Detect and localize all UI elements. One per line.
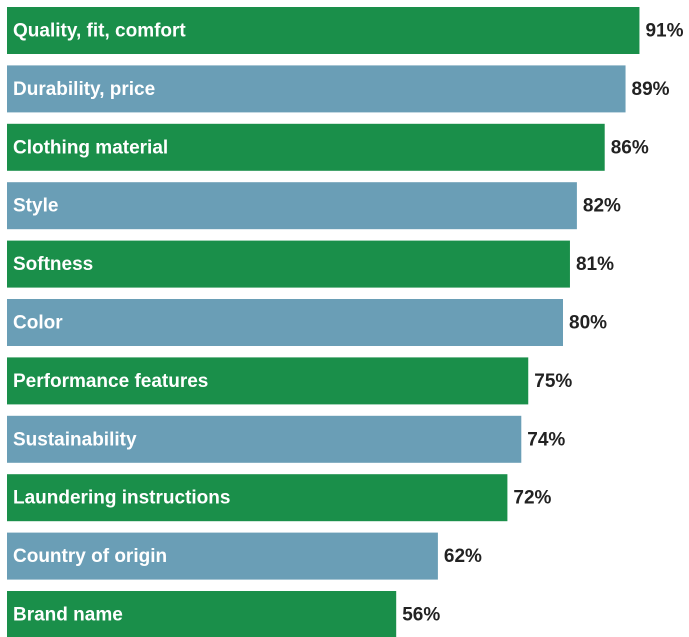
value-label: 56% [402,605,440,626]
bar-label: Style [13,196,58,217]
bar-label: Sustainability [13,429,137,450]
bar [7,591,397,637]
bar-label: Performance features [13,371,208,392]
value-label: 75% [534,371,572,392]
bar [7,7,640,54]
bar [7,357,529,405]
bar [7,299,563,346]
bar [7,532,438,580]
value-label: 91% [645,21,683,42]
bar [7,240,570,288]
bar-label: Quality, fit, comfort [13,21,186,42]
value-label: 74% [527,429,565,450]
value-label: 82% [583,196,621,217]
value-label: 62% [444,546,482,567]
bar-label: Softness [13,254,93,275]
bar-label: Clothing material [13,137,168,158]
bar-label: Color [13,313,63,334]
value-label: 81% [576,254,614,275]
bar [7,123,605,171]
bar-label: Country of origin [13,546,167,567]
bar-label: Brand name [13,605,123,626]
bar [7,182,577,230]
bar [7,65,626,113]
bar [7,474,508,522]
bar [7,415,522,463]
value-label: 80% [569,313,607,334]
bar-label: Durability, price [13,79,155,100]
bar-label: Laundering instructions [13,488,230,509]
value-label: 89% [632,79,670,100]
value-label: 72% [513,488,551,509]
value-label: 86% [611,137,649,158]
